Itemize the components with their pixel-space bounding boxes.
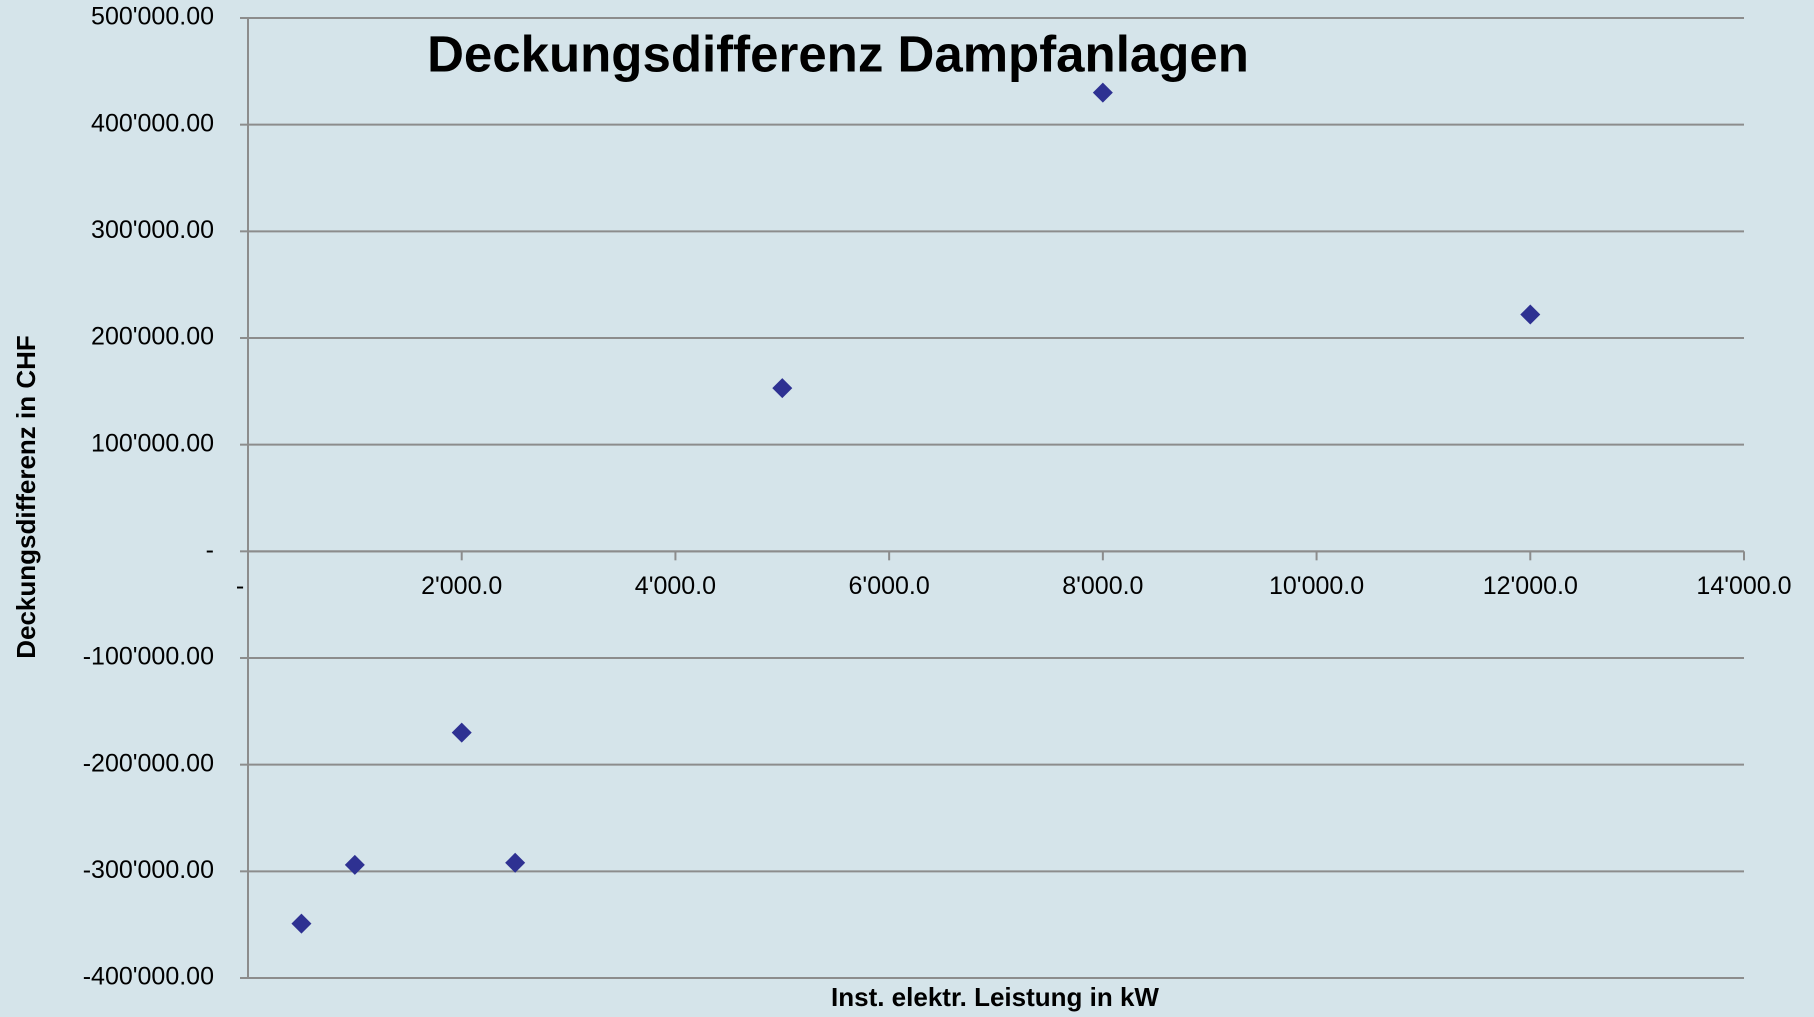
data-point xyxy=(451,722,472,743)
x-tick-label: 2'000.0 xyxy=(421,572,502,600)
y-tick-label: -200'000.00 xyxy=(83,749,214,777)
x-tick-label: 12'000.0 xyxy=(1483,572,1578,600)
y-tick-label: -100'000.00 xyxy=(83,643,214,671)
chart-title: Deckungsdifferenz Dampfanlagen xyxy=(427,25,1249,82)
x-tick-label: 6'000.0 xyxy=(849,572,930,600)
y-tick-label: - xyxy=(206,536,214,564)
y-tick-label: -300'000.00 xyxy=(83,856,214,884)
x-tick-label: - xyxy=(236,572,244,600)
y-axis-label: Deckungsdifferenz in CHF xyxy=(11,335,41,659)
x-tick-label: 4'000.0 xyxy=(635,572,716,600)
y-tick-label: 300'000.00 xyxy=(91,216,214,244)
y-tick-label: 500'000.00 xyxy=(91,3,214,31)
data-point xyxy=(1092,82,1113,103)
data-point xyxy=(291,913,312,934)
data-point xyxy=(1520,304,1541,325)
data-point xyxy=(344,854,365,875)
y-tick-label: 200'000.00 xyxy=(91,323,214,351)
y-tick-label: 400'000.00 xyxy=(91,109,214,137)
x-tick-label: 14'000.0 xyxy=(1696,572,1791,600)
x-tick-label: 8'000.0 xyxy=(1062,572,1143,600)
data-point xyxy=(772,378,793,399)
y-tick-label: 100'000.00 xyxy=(91,429,214,457)
y-tick-label: -400'000.00 xyxy=(83,963,214,991)
x-tick-label: 10'000.0 xyxy=(1269,572,1364,600)
x-axis-label: Inst. elektr. Leistung in kW xyxy=(831,982,1159,1012)
data-point xyxy=(505,852,526,873)
